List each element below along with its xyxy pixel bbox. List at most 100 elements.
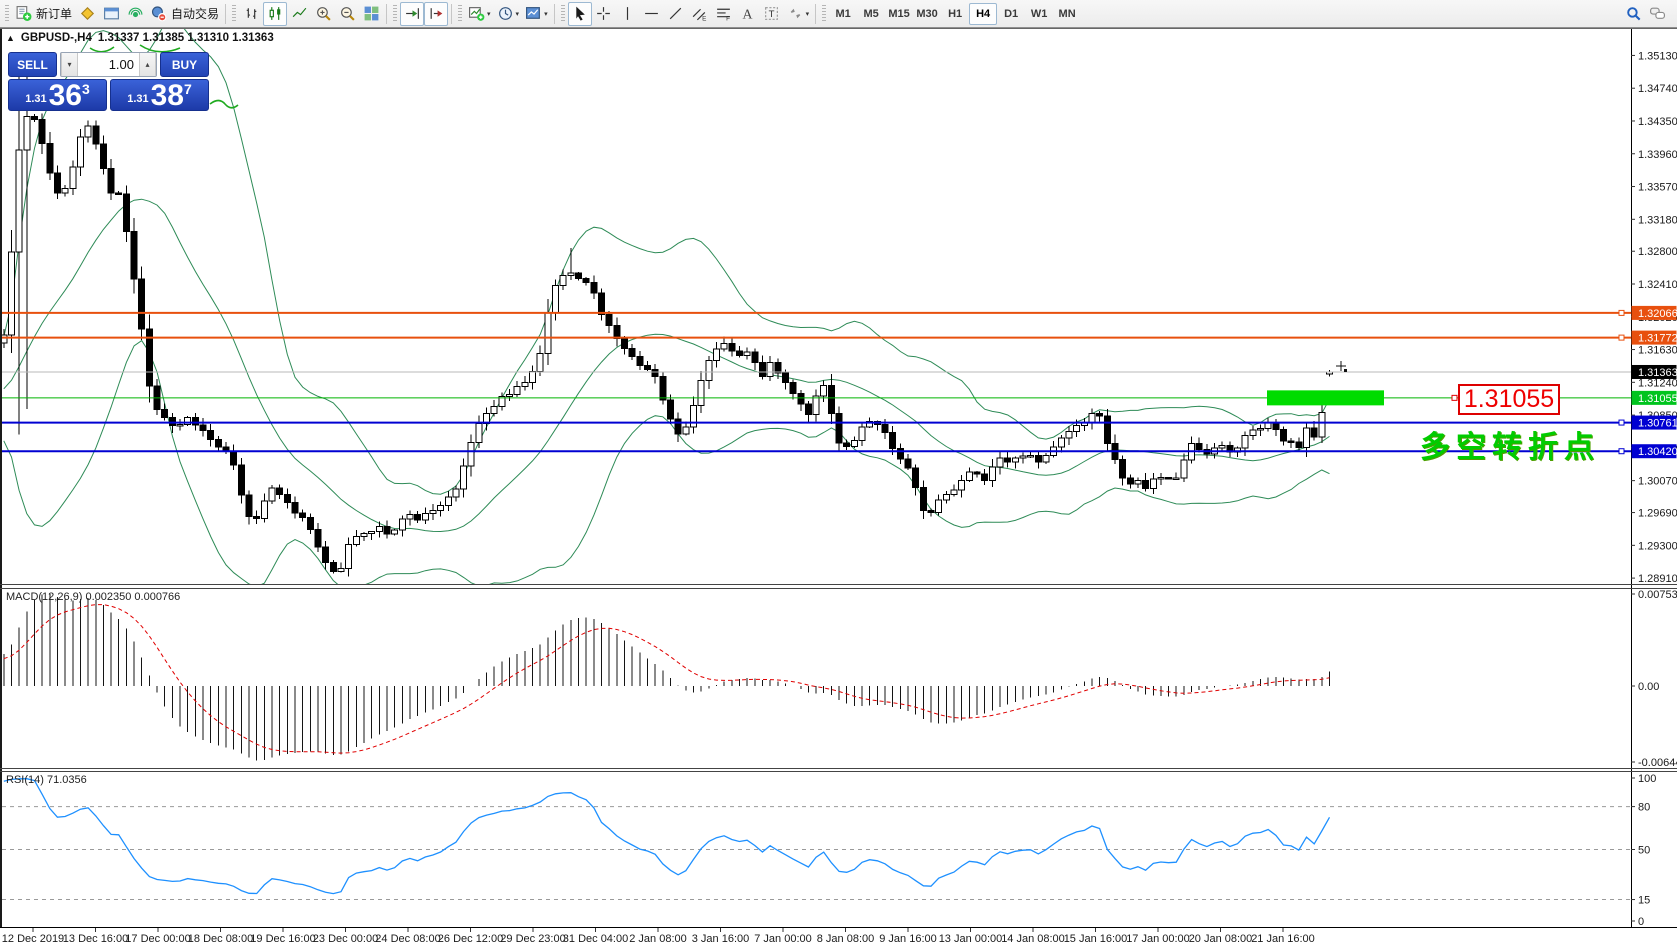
ask-pip: 7 (184, 81, 192, 97)
bar-chart-button[interactable] (239, 2, 263, 26)
tile-windows-button[interactable] (359, 2, 383, 26)
sell-price-button[interactable]: 1.31 36 3 (8, 79, 107, 111)
volume-increase-button[interactable]: ▴ (139, 53, 156, 76)
fibonacci-icon: F (717, 8, 730, 22)
autotrading-label: 自动交易 (171, 7, 220, 21)
price-badge-label: 1.30420 (1638, 446, 1677, 458)
text-button[interactable]: A (736, 2, 760, 26)
tf-m15-button[interactable]: M15 (885, 3, 913, 25)
indicators-button[interactable]: ▾ (465, 2, 494, 26)
time-tick-label: 18 Dec 08:00 (188, 933, 253, 945)
chart-title-quotes: 1.31337 1.31385 1.31310 1.31363 (97, 32, 274, 44)
search-icon (1626, 7, 1640, 21)
templates-button[interactable]: ▾ (522, 2, 551, 26)
callout-handle[interactable] (1451, 394, 1458, 401)
signals-button[interactable] (123, 2, 147, 26)
chart-title-symbol: GBPUSD-,H4 (20, 32, 92, 44)
collapse-panel-icon[interactable]: ▲ (6, 33, 15, 43)
new-order-button[interactable]: 新订单 (12, 2, 75, 26)
candles (2, 56, 1333, 577)
autotrading-button[interactable]: 自动交易 (147, 2, 222, 26)
periods-button[interactable]: ▾ (494, 2, 523, 26)
toolbar-separator (386, 3, 388, 24)
volume-input[interactable] (78, 53, 139, 76)
annotation-text-cn[interactable]: 多空转折点 (1420, 431, 1600, 464)
toolbar-separator (553, 3, 555, 24)
terminal-button[interactable] (99, 2, 123, 26)
time-tick-label: 2 Jan 08:00 (629, 933, 687, 945)
price-callout-box[interactable]: 1.31055 (1458, 384, 1560, 415)
hline-handle[interactable] (1618, 334, 1625, 341)
vertical-line-button[interactable] (616, 2, 640, 26)
line-chart-button[interactable] (287, 2, 311, 26)
price-tick-label: 1.29300 (1638, 540, 1677, 552)
horizontal-line-objects[interactable] (2, 309, 1631, 455)
macd-tick-label: 0.00 (1638, 681, 1659, 693)
time-tick-label: 13 Jan 00:00 (939, 933, 1003, 945)
chart-shift-button[interactable] (424, 1, 449, 26)
green-highlight-bar[interactable] (1267, 390, 1384, 406)
community-button[interactable] (1645, 2, 1669, 26)
buy-button[interactable]: BUY (160, 52, 209, 77)
time-tick-label: 23 Dec 00:00 (313, 933, 378, 945)
svg-text:F: F (726, 15, 730, 22)
rsi-indicator-label: RSI(14) 71.0356 (6, 774, 87, 786)
volume-stepper: ▾ ▴ (60, 52, 157, 77)
equidistant-channel-icon: E (692, 8, 706, 22)
mouse-cursor-dot (1344, 369, 1347, 372)
zoom-in-button[interactable] (311, 2, 335, 26)
svg-text:T: T (769, 9, 775, 20)
text-label-icon: T (765, 7, 779, 20)
price-tick-label: 1.35130 (1638, 50, 1677, 62)
tf-h1-button[interactable]: H1 (941, 3, 969, 25)
time-tick-label: 14 Jan 08:00 (1001, 933, 1065, 945)
toolbar-grip (393, 4, 398, 23)
price-tick-label: 1.28910 (1638, 573, 1677, 585)
toolbar-grip (560, 4, 565, 23)
community-icon (1649, 7, 1665, 19)
ask-main: 38 (150, 79, 184, 112)
auto-scroll-button[interactable] (400, 1, 425, 26)
tf-m5-button[interactable]: M5 (857, 3, 885, 25)
crosshair-button[interactable] (592, 2, 616, 26)
search-button[interactable] (1621, 2, 1645, 26)
zoom-out-button[interactable] (335, 2, 359, 26)
price-badge (1631, 415, 1677, 430)
bid-prefix: 1.31 (25, 93, 47, 105)
candlestick-chart-button[interactable] (263, 1, 288, 26)
arrows-button[interactable]: ▾ (784, 2, 813, 26)
text-label-button[interactable]: T (760, 2, 784, 26)
toolbar-grip (232, 4, 237, 23)
sell-button[interactable]: SELL (8, 52, 57, 77)
price-badge-label: 1.31772 (1638, 333, 1677, 345)
tf-mn-button[interactable]: MN (1053, 3, 1081, 25)
hline-handle[interactable] (1618, 448, 1625, 455)
cursor-icon (576, 6, 585, 21)
tf-m30-button[interactable]: M30 (913, 3, 941, 25)
tf-m1-button[interactable]: M1 (829, 3, 857, 25)
equidistant-channel-button[interactable]: E (688, 2, 712, 26)
signals-icon (128, 7, 142, 18)
toolbar-right-group (1621, 2, 1669, 26)
horizontal-line-button[interactable] (640, 2, 664, 26)
dropdown-caret-icon: ▾ (515, 10, 520, 18)
tf-h4-button[interactable]: H4 (969, 2, 998, 25)
trendline-button[interactable] (664, 2, 688, 26)
rsi-tick-label: 50 (1638, 845, 1650, 857)
buy-price-button[interactable]: 1.31 38 7 (110, 79, 209, 111)
svg-text:A: A (743, 6, 753, 21)
tf-d1-button[interactable]: D1 (997, 3, 1025, 25)
pen-annotations (89, 44, 1347, 372)
hline-handle[interactable] (1618, 419, 1625, 426)
chart-shift-icon (430, 8, 442, 19)
tf-w1-button[interactable]: W1 (1025, 3, 1053, 25)
cursor-button[interactable] (567, 1, 592, 26)
volume-decrease-button[interactable]: ▾ (61, 53, 78, 76)
hline-handle[interactable] (1618, 309, 1625, 316)
fibonacci-button[interactable]: F (712, 2, 736, 26)
toolbar-separator (225, 3, 227, 24)
price-callout-text: 1.31055 (1463, 385, 1555, 413)
metaeditor-button[interactable] (75, 2, 99, 26)
